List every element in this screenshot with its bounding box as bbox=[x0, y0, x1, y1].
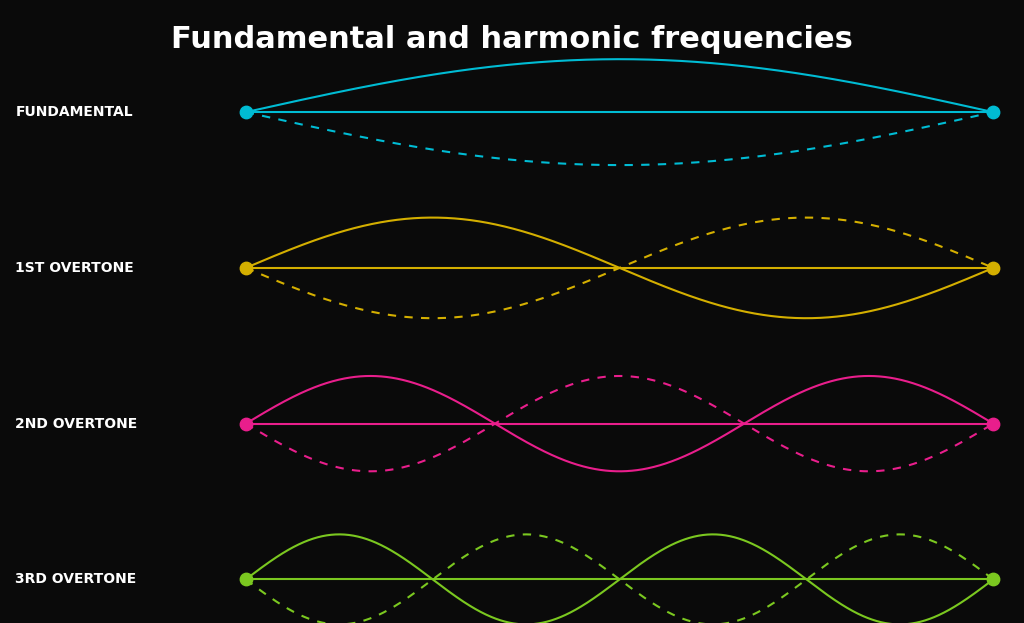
Point bbox=[238, 419, 254, 429]
Point bbox=[985, 107, 1001, 117]
Text: 1ST OVERTONE: 1ST OVERTONE bbox=[15, 261, 134, 275]
Point bbox=[238, 107, 254, 117]
Text: FUNDAMENTAL: FUNDAMENTAL bbox=[15, 105, 133, 119]
Point bbox=[985, 574, 1001, 584]
Text: 3RD OVERTONE: 3RD OVERTONE bbox=[15, 573, 136, 586]
Text: 2ND OVERTONE: 2ND OVERTONE bbox=[15, 417, 137, 430]
Text: Fundamental and harmonic frequencies: Fundamental and harmonic frequencies bbox=[171, 25, 853, 54]
Point bbox=[985, 419, 1001, 429]
Point bbox=[238, 263, 254, 273]
Point bbox=[238, 574, 254, 584]
Point bbox=[985, 263, 1001, 273]
